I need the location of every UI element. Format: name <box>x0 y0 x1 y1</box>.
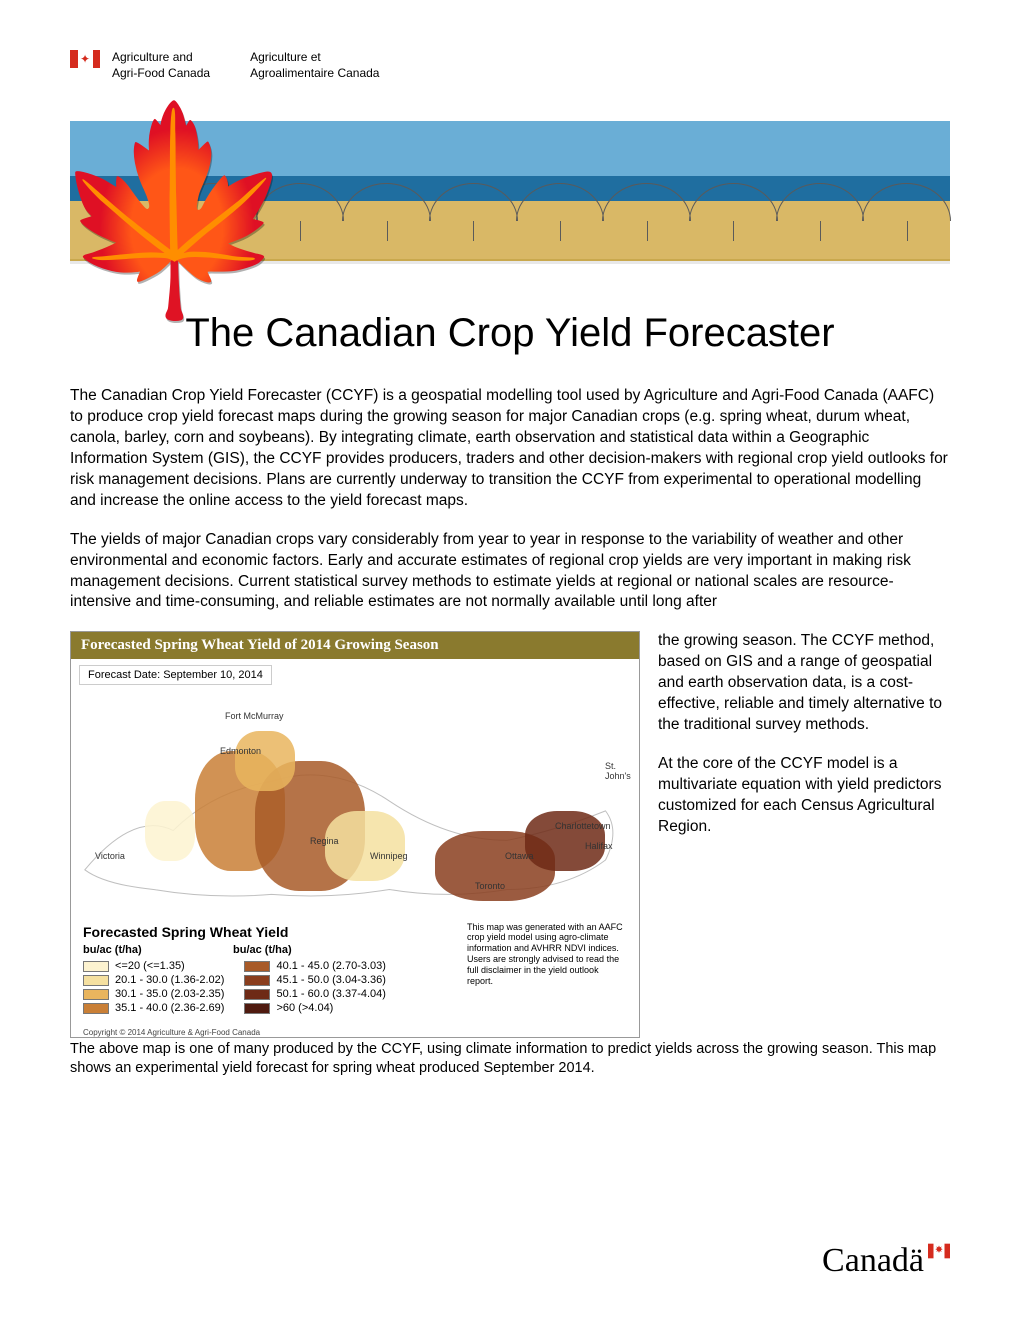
legend-column-2: 40.1 - 45.0 (2.70-3.03) 45.1 - 50.0 (3.04… <box>244 958 385 1016</box>
map-city-label: Regina <box>310 836 339 846</box>
legend-row: 40.1 - 45.0 (2.70-3.03) <box>244 960 385 972</box>
intro-paragraph-1: The Canadian Crop Yield Forecaster (CCYF… <box>70 386 950 512</box>
map-region <box>145 801 195 861</box>
map-city-label: Toronto <box>475 881 505 891</box>
map-city-label: Edmonton <box>220 746 261 756</box>
figure-caption: The above map is one of many produced by… <box>70 1040 950 1078</box>
legend-swatch <box>244 975 270 986</box>
dept-en-1: Agriculture and <box>112 50 210 66</box>
legend-label: 40.1 - 45.0 (2.70-3.03) <box>276 960 385 972</box>
map-city-label: Charlottetown <box>555 821 611 831</box>
map-city-label: Victoria <box>95 851 125 861</box>
legend-column-1: <=20 (<=1.35) 20.1 - 30.0 (1.36-2.02) 30.1… <box>83 958 224 1016</box>
legend-row: >60 (>4.04) <box>244 1002 385 1014</box>
map-region <box>325 811 405 881</box>
side-para-2: At the core of the CCYF model is a multi… <box>658 754 950 838</box>
legend-row: 20.1 - 30.0 (1.36-2.02) <box>83 974 224 986</box>
legend-swatch <box>83 961 109 972</box>
legend-row: 50.1 - 60.0 (3.37-4.04) <box>244 988 385 1000</box>
legend-row: 35.1 - 40.0 (2.36-2.69) <box>83 1002 224 1014</box>
legend-label: 45.1 - 50.0 (3.04-3.36) <box>276 974 385 986</box>
legend-label: <=20 (<=1.35) <box>115 960 185 972</box>
side-column-text: the growing season. The CCYF method, bas… <box>658 631 950 855</box>
canada-wordmark: Canadä <box>822 1242 950 1280</box>
department-names: Agriculture and Agri-Food Canada Agricul… <box>112 50 379 81</box>
side-para-1: the growing season. The CCYF method, bas… <box>658 631 950 736</box>
legend-swatch <box>244 989 270 1000</box>
legend-swatch <box>244 1003 270 1014</box>
legend-row: 45.1 - 50.0 (3.04-3.36) <box>244 974 385 986</box>
map-canvas: Victoria Edmonton Regina Winnipeg Toronto Ott… <box>75 691 635 916</box>
map-city-label: St. John's <box>605 761 635 781</box>
map-region <box>235 731 295 791</box>
hero-banner: 🍁 <box>70 121 950 281</box>
figure-row: Forecasted Spring Wheat Yield of 2014 Gr… <box>70 631 950 1038</box>
legend-swatch <box>83 975 109 986</box>
canada-flag-icon: ✦ <box>70 50 100 68</box>
map-city-label: Winnipeg <box>370 851 408 861</box>
figure-disclaimer: This map was generated with an AAFC crop… <box>467 922 627 987</box>
wordmark-text: Canadä <box>822 1242 924 1280</box>
wordmark-flag-icon <box>928 1240 950 1268</box>
legend-label: 50.1 - 60.0 (3.37-4.04) <box>276 988 385 1000</box>
map-city-label: Halifax <box>585 841 613 851</box>
legend-swatch <box>83 1003 109 1014</box>
figure-copyright: Copyright © 2014 Agriculture & Agri-Food… <box>71 1026 639 1037</box>
legend-label: >60 (>4.04) <box>276 1002 333 1014</box>
map-city-label: Ottawa <box>505 851 534 861</box>
intro-paragraph-2: The yields of major Canadian crops vary … <box>70 530 950 614</box>
legend-row: 30.1 - 35.0 (2.03-2.35) <box>83 988 224 1000</box>
legend-swatch <box>244 961 270 972</box>
legend-label: 20.1 - 30.0 (1.36-2.02) <box>115 974 224 986</box>
dept-fr-1: Agriculture et <box>250 50 379 66</box>
dept-en-2: Agri-Food Canada <box>112 66 210 82</box>
legend-row: <=20 (<=1.35) <box>83 960 224 972</box>
legend-label: 30.1 - 35.0 (2.03-2.35) <box>115 988 224 1000</box>
gov-header: ✦ Agriculture and Agri-Food Canada Agric… <box>70 50 950 81</box>
maple-leaf-icon: 🍁 <box>50 131 299 291</box>
figure-titlebar: Forecasted Spring Wheat Yield of 2014 Gr… <box>71 632 639 659</box>
map-city-label: Fort McMurray <box>225 711 284 721</box>
legend-swatch <box>83 989 109 1000</box>
dept-fr-2: Agroalimentaire Canada <box>250 66 379 82</box>
legend-label: 35.1 - 40.0 (2.36-2.69) <box>115 1002 224 1014</box>
figure-date: Forecast Date: September 10, 2014 <box>79 665 272 685</box>
forecast-map-figure: Forecasted Spring Wheat Yield of 2014 Gr… <box>70 631 640 1038</box>
